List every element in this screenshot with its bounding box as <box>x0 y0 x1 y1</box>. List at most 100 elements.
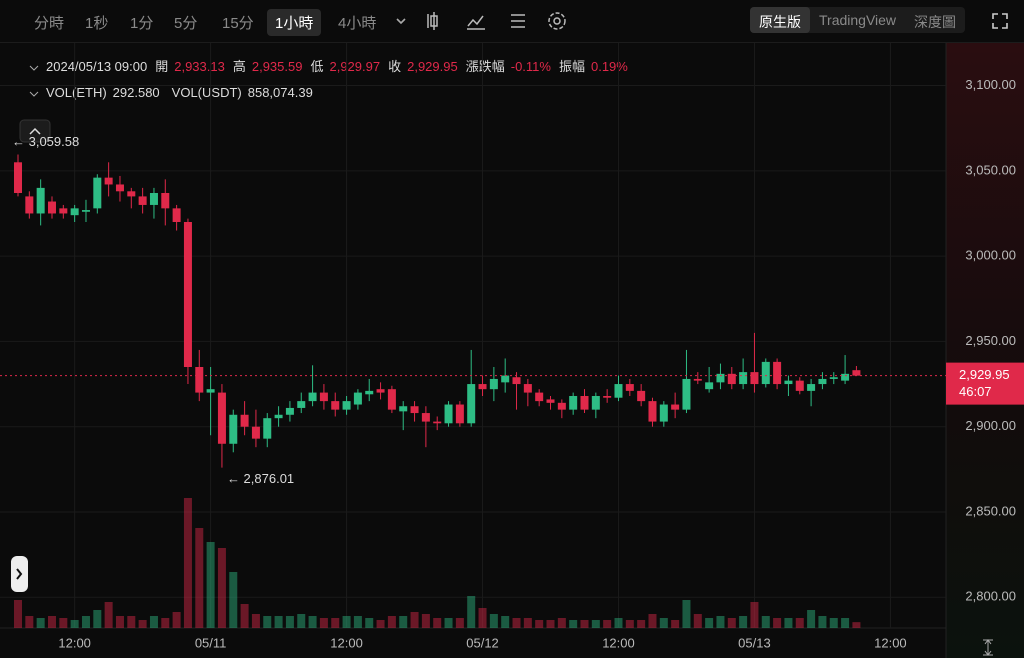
volume-bar <box>365 618 374 628</box>
volume-bar <box>637 620 646 628</box>
candle-body <box>376 389 385 393</box>
chevron <box>29 65 39 71</box>
view-button[interactable]: 深度圖 <box>914 14 957 30</box>
volume-value: 858,074.39 <box>248 85 313 100</box>
view-button[interactable]: 原生版 <box>750 7 810 33</box>
volume-bar <box>183 498 192 628</box>
candle-body <box>195 367 204 393</box>
interval-button[interactable]: 15分 <box>222 15 254 32</box>
interval-button[interactable]: 4小時 <box>338 15 377 32</box>
candle-body <box>852 370 861 376</box>
volume-bar <box>591 620 600 628</box>
collapse-button[interactable] <box>19 119 51 143</box>
info-value: -0.11% <box>511 59 552 74</box>
volume-bar <box>512 618 521 628</box>
x-tick-label: 05/13 <box>738 635 771 650</box>
more-icon[interactable] <box>395 12 407 30</box>
candle-body <box>580 396 589 410</box>
candle-body <box>750 372 759 385</box>
interval-button[interactable]: 5分 <box>174 15 198 32</box>
y-tick-label: 3,050.00 <box>965 162 1016 177</box>
volume-bar <box>376 620 385 628</box>
volume-bar <box>739 616 748 628</box>
interval-button[interactable]: 1小時 <box>267 9 322 36</box>
candle-body <box>14 162 22 193</box>
annotation: ← 3,059.58 <box>12 134 79 149</box>
candle-body <box>93 177 102 209</box>
countdown: 46:07 <box>959 384 992 399</box>
volume-bar <box>149 616 158 628</box>
y-tick-label: 2,850.00 <box>965 503 1016 518</box>
volume-bar <box>489 614 498 628</box>
indicator-icon[interactable] <box>467 15 485 30</box>
info-value: 2,929.97 <box>329 59 380 74</box>
volume-bar <box>251 614 260 628</box>
candle-body <box>308 392 317 402</box>
expand-button[interactable] <box>11 556 28 592</box>
volume-bar <box>195 528 204 628</box>
candle-body <box>433 421 442 424</box>
candle-body <box>240 414 249 427</box>
candle-icon[interactable] <box>427 12 438 30</box>
info-label: 開 <box>155 59 168 74</box>
volume-bar <box>81 616 90 628</box>
interval-button[interactable]: 1秒 <box>85 15 109 32</box>
candle-body <box>841 373 850 381</box>
candle-body <box>455 404 464 424</box>
y-tick-label: 3,000.00 <box>965 248 1016 263</box>
info-row: 2024/05/13 09:00 開 2,933.13 高 2,935.59 低 2,929… <box>46 59 628 74</box>
volume-value: 292.580 <box>113 85 160 100</box>
candle-body <box>331 401 340 410</box>
volume-bar <box>399 616 408 628</box>
volume-bar <box>773 618 782 628</box>
volume-bar <box>93 610 102 628</box>
volume-bar <box>467 596 476 628</box>
candle-body <box>614 384 623 398</box>
candle-body <box>807 384 816 391</box>
volume-bar <box>852 622 861 628</box>
candle-body <box>818 378 827 385</box>
annotation: ← 2,876.01 <box>227 471 294 486</box>
volume-bar <box>523 618 532 628</box>
volume-bar <box>59 618 68 628</box>
info-label: 振幅 <box>559 59 585 74</box>
info-row: VOL(ETH) 292.580 VOL(USDT) 858,074.39 <box>46 85 313 100</box>
volume-bar <box>297 614 306 628</box>
volume-bar <box>70 620 79 628</box>
volume-bar <box>580 620 589 628</box>
info-time: 2024/05/13 09:00 <box>46 59 147 74</box>
volume-bar <box>716 616 725 628</box>
last-price-box <box>946 362 1024 405</box>
candle-body <box>25 196 34 214</box>
scale-icon[interactable] <box>983 639 993 656</box>
toolbar: 分時 1秒 1分 5分 15分 1小時 4小時 原生版 TradingView 深度圖 <box>0 0 1024 43</box>
y-tick-label: 2,950.00 <box>965 333 1016 348</box>
candle-body <box>59 208 68 214</box>
info: 2024/05/13 09:00 開 2,933.13 高 2,935.59 低 2,929… <box>29 59 628 100</box>
candle-body <box>693 378 702 381</box>
candle-body <box>149 193 158 205</box>
candle-body <box>206 389 215 393</box>
volume-bar <box>682 600 691 628</box>
volume-bar <box>421 614 430 628</box>
view-button[interactable]: TradingView <box>819 12 897 28</box>
volume-bar <box>308 616 317 628</box>
candle-body <box>387 389 396 410</box>
x-tick-label: 12:00 <box>874 635 907 650</box>
candle-body <box>217 392 226 444</box>
candle-body <box>523 384 532 393</box>
settings-icon[interactable] <box>553 17 561 25</box>
fullscreen-icon[interactable] <box>990 11 1010 31</box>
volume-bar <box>659 618 668 628</box>
candle-body <box>773 361 782 385</box>
candle-body <box>829 377 838 379</box>
interval-button[interactable]: 1分 <box>130 15 154 32</box>
candle-body <box>36 187 45 214</box>
info-value: 2,933.13 <box>174 59 225 74</box>
candle-body <box>274 414 283 419</box>
settings-list-icon[interactable] <box>511 14 525 28</box>
candle-body <box>81 210 90 212</box>
candle-body <box>172 208 181 222</box>
interval-button[interactable]: 分時 <box>34 15 65 32</box>
volume-bar <box>557 618 566 628</box>
